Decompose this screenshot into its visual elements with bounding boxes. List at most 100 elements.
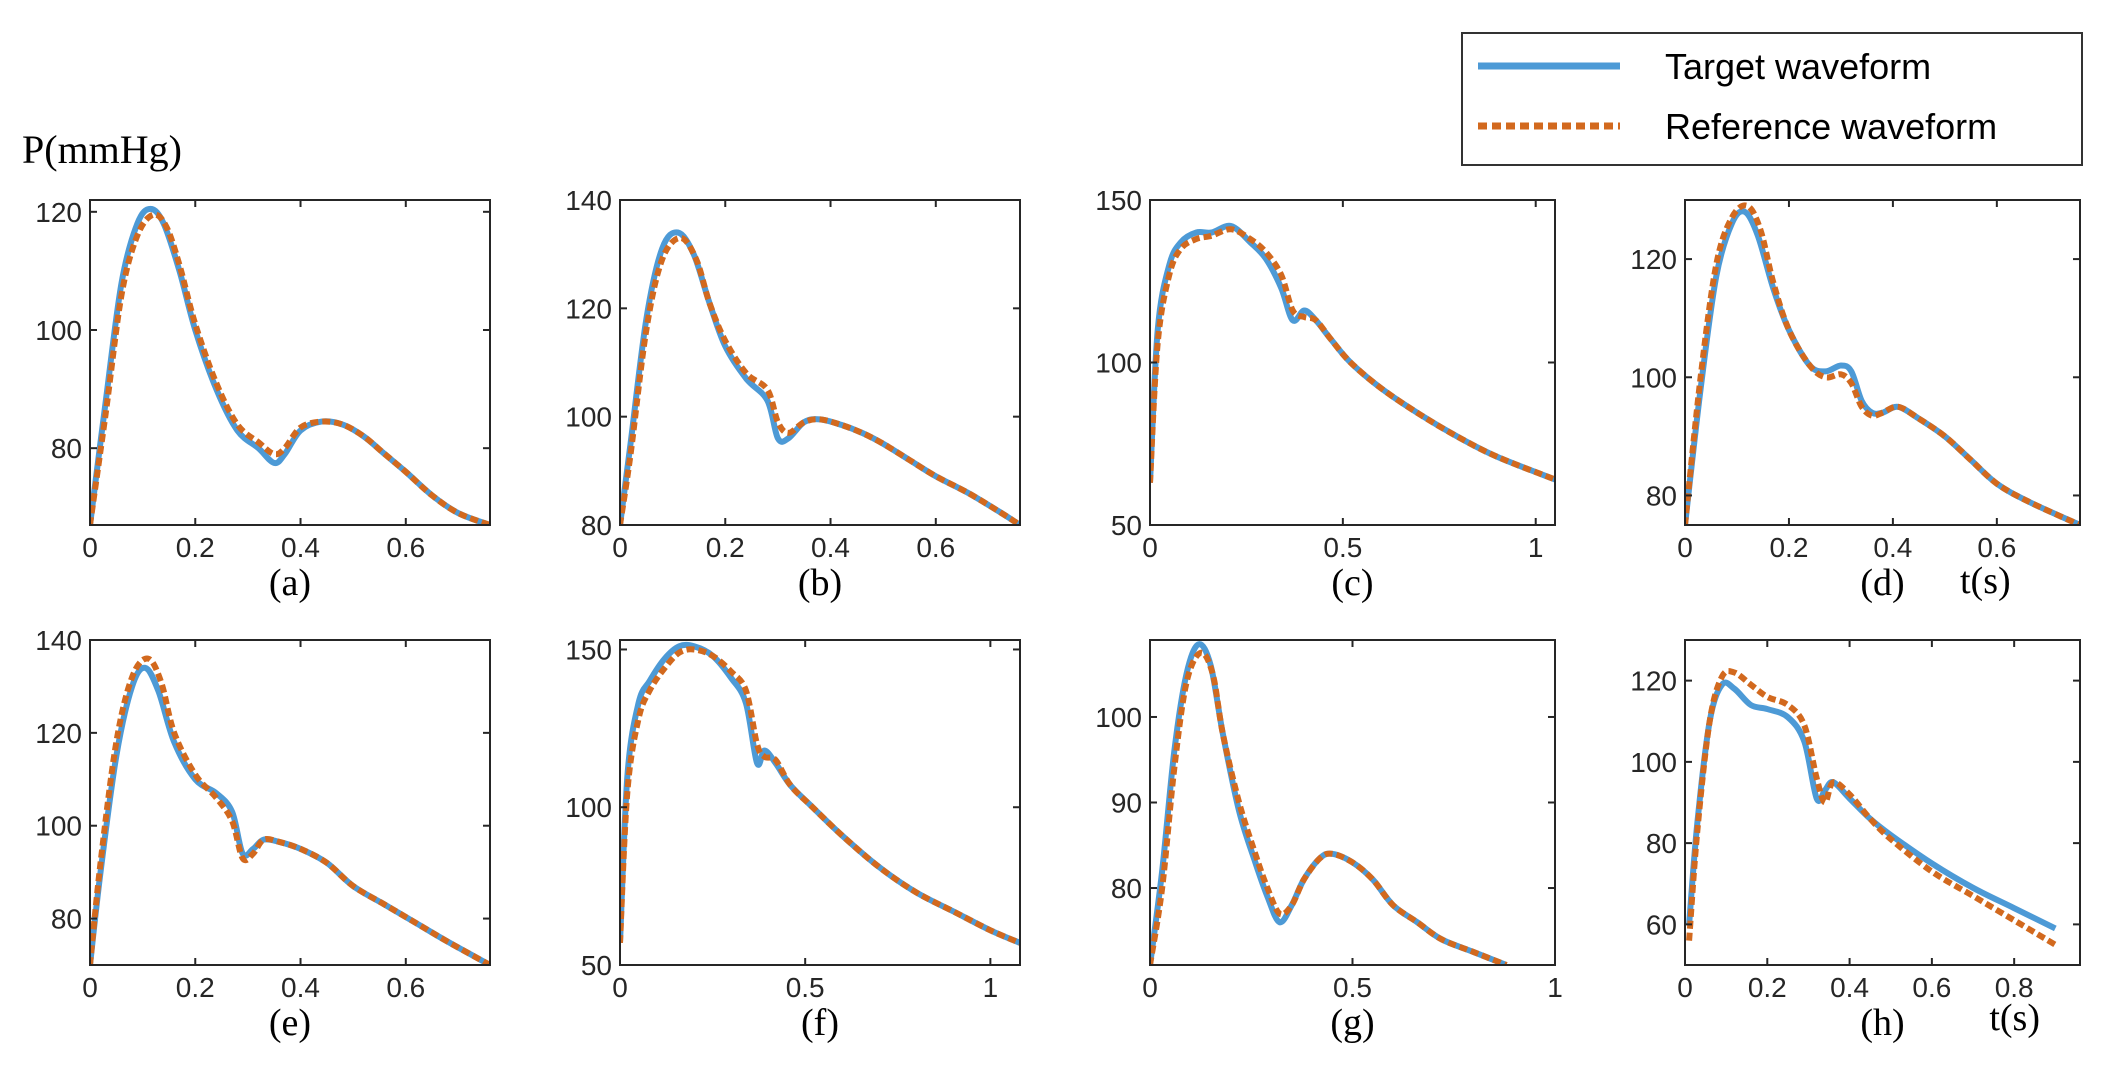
x-tick-label: 0.6	[1977, 532, 2016, 563]
y-tick-label: 80	[51, 904, 82, 935]
y-tick-label: 60	[1646, 909, 1677, 940]
y-tick-label: 80	[51, 433, 82, 464]
x-tick-label: 0.2	[176, 532, 215, 563]
axes-frame	[1684, 199, 2081, 526]
x-tick-label: 0.6	[1912, 972, 1951, 1003]
x-tick-label: 1	[1528, 532, 1544, 563]
x-tick-label: 0.4	[1873, 532, 1912, 563]
legend-label-reference: Reference waveform	[1665, 106, 1997, 147]
subplot-e: 0 0.2 0.4 0.6 80 100 120 140 (e)	[35, 625, 491, 1044]
series-line-reference	[1150, 226, 1555, 483]
y-tick-label: 100	[1630, 362, 1677, 393]
y-tick-label: 150	[1095, 185, 1142, 216]
y-unit-label: P(mmHg)	[22, 127, 182, 172]
x-tick-label: 0.6	[386, 972, 425, 1003]
x-tick-label: 0.5	[786, 972, 825, 1003]
y-tick-label: 100	[35, 811, 82, 842]
legend-label-target: Target waveform	[1665, 46, 1931, 87]
series-line-reference	[1686, 667, 2057, 948]
series-line-target	[90, 205, 490, 525]
x-tick-label: 0.4	[811, 532, 850, 563]
x-tick-label: 0	[1142, 972, 1158, 1003]
y-tick-label: 140	[35, 625, 82, 656]
y-tick-label: 120	[565, 293, 612, 324]
series-line-reference	[620, 234, 1020, 525]
plot-area	[90, 640, 490, 965]
panel-label-g: (g)	[1330, 1002, 1374, 1044]
x-tick-label: 0	[82, 532, 98, 563]
plot-area	[90, 200, 490, 525]
x-tick-label: 0	[82, 972, 98, 1003]
y-tick-label: 140	[565, 185, 612, 216]
y-tick-label: 100	[1630, 747, 1677, 778]
panel-label-c: (c)	[1331, 562, 1373, 604]
y-tick-label: 50	[1111, 510, 1142, 541]
panel-label-f: (f)	[801, 1002, 839, 1044]
subplot-a: 0 0.2 0.4 0.6 80 100 120 (a)	[35, 197, 491, 604]
subplot-g: 0 0.5 1 80 90 100 (g)	[1095, 639, 1563, 1044]
x-tick-label: 0	[1142, 532, 1158, 563]
panel-label-e: (e)	[269, 1002, 311, 1044]
axes-frame	[89, 639, 491, 966]
subplot-h: 0 0.2 0.4 0.6 0.8 60 80 100 120 (h)	[1630, 639, 2081, 1044]
x-tick-label: 0.6	[916, 532, 955, 563]
axes-frame	[619, 639, 1021, 966]
plot-area	[1685, 200, 2080, 525]
x-tick-label: 0.6	[386, 532, 425, 563]
x-tick-label: 0	[612, 532, 628, 563]
subplot-d: 0 0.2 0.4 0.6 80 100 120 (d)	[1630, 199, 2081, 604]
y-tick-label: 100	[565, 402, 612, 433]
x-tick-label: 0.4	[1830, 972, 1869, 1003]
plot-area	[1685, 640, 2080, 965]
series-line-reference	[90, 655, 490, 965]
panel-label-h: (h)	[1860, 1002, 1904, 1044]
y-tick-label: 80	[581, 510, 612, 541]
x-tick-label: 0.2	[1748, 972, 1787, 1003]
y-tick-label: 120	[35, 197, 82, 228]
y-tick-label: 100	[1095, 348, 1142, 379]
legend: Target waveform Reference waveform	[1461, 32, 2083, 166]
y-tick-label: 90	[1111, 788, 1142, 819]
y-tick-label: 150	[565, 634, 612, 665]
y-tick-label: 80	[1111, 873, 1142, 904]
x-tick-label: 0.5	[1323, 532, 1362, 563]
panel-label-b: (b)	[798, 562, 842, 604]
x-unit-label-bottom: t(s)	[1989, 997, 2040, 1039]
x-unit-label-top: t(s)	[1960, 560, 2011, 602]
x-tick-label: 1	[983, 972, 999, 1003]
series-line-reference	[620, 646, 1020, 946]
legend-box	[1461, 32, 2083, 166]
axes-frame	[1684, 639, 2081, 966]
series-line-reference	[1685, 202, 2080, 525]
x-tick-label: 0.5	[1333, 972, 1372, 1003]
y-tick-label: 100	[1095, 702, 1142, 733]
x-tick-label: 0.4	[281, 532, 320, 563]
y-tick-label: 80	[1646, 828, 1677, 859]
axes-frame	[89, 199, 491, 526]
plot-area	[620, 200, 1020, 525]
y-tick-label: 80	[1646, 480, 1677, 511]
x-tick-label: 1	[1547, 972, 1563, 1003]
plot-area	[1150, 640, 1555, 965]
axes-frame	[619, 199, 1021, 526]
y-tick-label: 100	[565, 792, 612, 823]
y-tick-label: 120	[1630, 666, 1677, 697]
y-tick-label: 120	[1630, 244, 1677, 275]
subplot-b: 0 0.2 0.4 0.6 80 100 120 140 (b)	[565, 185, 1021, 604]
x-tick-label: 0.4	[281, 972, 320, 1003]
x-tick-label: 0.8	[1995, 972, 2034, 1003]
x-tick-label: 0	[612, 972, 628, 1003]
x-tick-label: 0.2	[1769, 532, 1808, 563]
panel-label-a: (a)	[269, 562, 311, 604]
panel-label-d: (d)	[1860, 562, 1904, 604]
x-tick-label: 0	[1677, 972, 1693, 1003]
y-tick-label: 120	[35, 718, 82, 749]
x-tick-label: 0.2	[706, 532, 745, 563]
series-line-reference	[90, 211, 490, 525]
series-line-target	[620, 641, 1020, 946]
x-tick-label: 0	[1677, 532, 1693, 563]
